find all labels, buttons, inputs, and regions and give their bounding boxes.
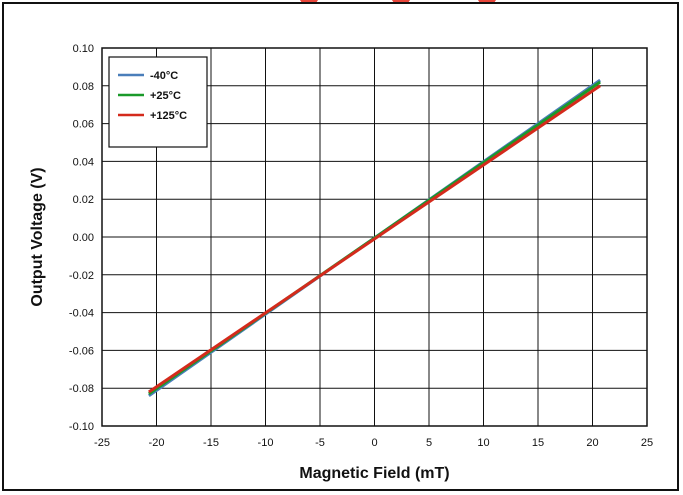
y-axis-ticks: -0.10 -0.08 -0.06 -0.04 -0.02 0.00 0.02 0.04 0.0… [69,43,94,433]
y-tick-label: 0.10 [73,43,94,55]
x-tick-label: 0 [371,437,377,449]
y-tick-label: -0.02 [69,270,94,282]
y-tick-label: -0.06 [69,345,94,357]
x-tick-label: 25 [641,437,653,449]
y-tick-label: 0.02 [73,194,94,206]
x-tick-label: 15 [532,437,544,449]
series-line-2 [148,84,601,394]
x-tick-label: 5 [426,437,432,449]
y-tick-label: -0.04 [69,308,94,320]
y-tick-label: 0.08 [73,81,94,93]
x-axis-title: Magnetic Field (mT) [299,465,449,482]
legend: -40°C +25°C +125°C [108,56,208,148]
x-tick-label: -25 [94,437,110,449]
plot-border [101,47,648,427]
legend-label: -40°C [150,70,178,82]
y-axis-title: Output Voltage (V) [29,167,46,306]
y-tick-label: -0.08 [69,383,94,395]
legend-label: +125°C [150,110,187,122]
y-tick-label: 0.00 [73,232,94,244]
series-group [148,78,601,397]
x-tick-label: -10 [258,437,274,449]
x-tick-label: -20 [149,437,165,449]
legend-label: +25°C [150,90,181,102]
x-tick-label: 20 [586,437,598,449]
y-tick-label: 0.06 [73,119,94,131]
y-tick-label: 0.04 [73,156,94,168]
x-tick-label: -15 [203,437,219,449]
y-tick-label: -0.10 [69,421,94,433]
x-axis-ticks: -25 -20 -15 -10 -5 0 5 10 15 20 25 [94,437,653,449]
x-tick-label: 10 [477,437,489,449]
legend-box [108,56,208,148]
x-tick-label: -5 [315,437,325,449]
